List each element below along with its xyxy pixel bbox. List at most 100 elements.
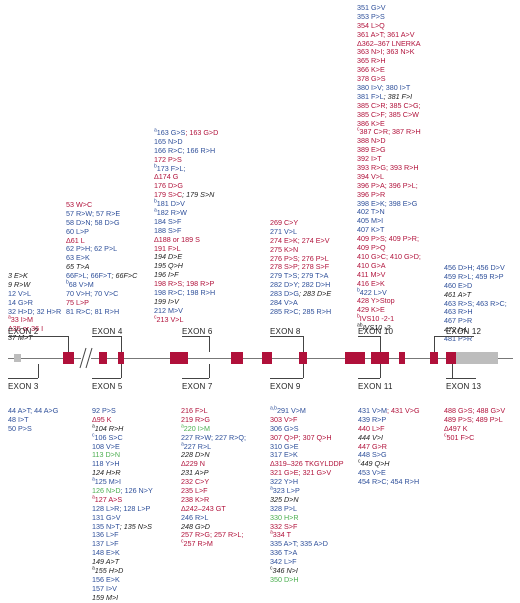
exon-label-9: EXON 9	[270, 382, 301, 391]
mutation-text: 385 C>R; 385 C>G;	[357, 100, 421, 110]
mutation-entry: 238 K>R	[181, 495, 246, 505]
footnote-marker: a	[270, 485, 273, 492]
mutation-text: 463 R>H	[444, 307, 473, 317]
mutation-text: 346 N>I	[272, 566, 298, 576]
mutation-text: 283 D>G	[270, 289, 299, 299]
mutation-entry: 411 M>V	[357, 270, 421, 280]
mutation-entry: 44 A>T; 44 A>G	[8, 406, 58, 416]
mutation-entry: 194 D>E	[154, 253, 218, 262]
mutation-text: 165 N>D	[154, 136, 183, 146]
tick-exon-2	[68, 336, 69, 352]
mutation-entry: 216 F>L	[181, 406, 246, 416]
mutation-text: ; 381 F>I	[383, 91, 413, 101]
mutation-entry: a127 A>S	[92, 495, 153, 505]
mutation-text: 481 P>R	[444, 334, 473, 344]
mutation-text: 216 F>L	[181, 406, 208, 415]
mutation-entry: 322 Y>H	[270, 477, 344, 487]
footnote-marker: c	[357, 127, 360, 134]
footnote-marker: c	[181, 538, 184, 545]
mutation-entry: Δ188 or 189 S	[154, 235, 218, 245]
mutation-entry: 32 H>D; 32 H>R	[8, 306, 62, 317]
mutations-exon-11: 431 V>M; 431 V>G 439 R>P 440 L>F 444 V>I 447…	[358, 406, 420, 487]
mutation-entry: 385 C>R; 385 C>G;	[357, 100, 421, 111]
mutation-text: 159 M>I	[92, 592, 119, 602]
mutation-text: 386 K>E	[357, 118, 385, 128]
mutation-entry: a220 I>M	[181, 424, 246, 434]
mutation-entry: 429 K>E	[357, 305, 421, 315]
mutation-text: 53 W>C	[66, 200, 93, 209]
mutation-text: 396 P>A; 396 P>L;	[357, 180, 418, 190]
exon-3-block	[99, 352, 107, 364]
mutation-text: 213 V>L	[156, 314, 184, 324]
mutation-text: 472 I>L	[444, 325, 469, 335]
mutation-entry: 335 A>T; 335 A>D	[270, 539, 344, 549]
mutation-entry: 92 P>S	[92, 406, 153, 416]
mutation-entry: 148 E>K	[92, 548, 153, 558]
mutation-text: IVS10 -2	[362, 323, 391, 333]
mutation-entry: 463 R>S; 463 R>C;	[444, 299, 507, 309]
mutation-entry: bIVS10 -2-1	[357, 314, 421, 324]
footnote-marker: a	[8, 315, 11, 322]
mutation-entry: 394 V>L	[357, 172, 421, 182]
mutation-entry: 135 N>T; 135 N>S	[92, 521, 153, 532]
mutation-entry: Δ174 G	[154, 173, 218, 182]
mutation-text: 489 P>S; 489 P>L	[444, 414, 503, 424]
mutation-text: 48 I>T	[8, 414, 29, 424]
mutation-entry: 431 V>M; 431 V>G	[358, 406, 420, 416]
mutation-entry: 232 C>Y	[181, 477, 246, 487]
mutations-exon-9: a,b291 V>M 303 V>F 306 G>S 307 Q>P; 307 Q>H…	[270, 406, 344, 585]
mutation-entry: 332 S>F	[270, 522, 344, 532]
mutation-text: 448 S>G	[358, 450, 387, 460]
mutation-entry: 409 P>Q	[357, 243, 421, 253]
mutation-text: 330 H>R	[270, 512, 299, 522]
mutation-text: 407 K>T	[357, 225, 385, 235]
mutation-entry: c213 V>L	[154, 314, 218, 325]
mutation-entry: 231 A>P	[181, 468, 246, 478]
mutation-text: 440 L>F	[358, 423, 385, 433]
exon-label-10: EXON 10	[358, 327, 394, 336]
mutation-entry: 58 D>N; 58 D>G	[66, 218, 137, 228]
mutation-text: 306 G>S	[270, 423, 299, 433]
mutation-text: 148 E>K	[92, 548, 120, 558]
mutation-text: 351 G>V	[357, 3, 386, 12]
mutation-entry: 63 E>K	[66, 253, 137, 263]
mutation-text: 173 F>L;	[156, 163, 186, 173]
mutation-text: 334 T	[272, 530, 292, 540]
mutation-entry: 321 G>E; 321 G>V	[270, 468, 344, 478]
mutation-text: 353 P>S	[357, 11, 385, 21]
mutation-text: ; 135 N>S	[119, 521, 152, 531]
exon-7-block	[262, 352, 272, 364]
mutation-text: 92 P>S	[92, 406, 116, 415]
mutation-text: 416 E>K	[357, 278, 385, 288]
footnote-marker: a	[154, 127, 157, 134]
mutations-exon-10: 351 G>V 353 P>S 354 L>Q 361 A>T; 361 A>V Δ36…	[357, 3, 421, 333]
mutation-entry: 350 D>H	[270, 575, 344, 585]
mutation-text: 454 R>C; 454 R>H	[358, 477, 420, 487]
mutation-text: ; 409 P>R;	[384, 234, 419, 244]
label-overline-13	[446, 378, 476, 379]
mutation-entry: 191 F>L	[154, 244, 218, 254]
mutation-text: 32 H>D; 32 H>R	[8, 306, 62, 316]
mutation-text: 431 V>M	[358, 406, 387, 415]
mutation-entry: Δ35 or 36 I	[8, 324, 61, 334]
mutation-text: Δ174 G	[154, 172, 179, 182]
mutation-entry: 176 D>G	[154, 181, 218, 191]
mutation-text: 444 V>I	[358, 432, 383, 442]
mutation-entry: 396 P>A; 396 P>L;	[357, 180, 421, 191]
mutation-entry: 126 N>D; 126 N>Y	[92, 486, 153, 496]
mutation-text: 428 Y>Stop	[357, 296, 395, 306]
mutation-text: 228 D>N	[181, 450, 210, 460]
footnote-marker: a	[270, 530, 273, 537]
mutation-text: Δ242–243 GT	[181, 503, 226, 513]
mutation-entry: a323 L>P	[270, 485, 344, 496]
mutation-text: 310 G>E	[270, 441, 299, 451]
mutation-text: 282 D>Y; 282 D>H	[270, 280, 331, 290]
mutation-text: 232 C>Y	[181, 477, 210, 487]
mutation-entry: 198 R>S; 198 R>P	[154, 279, 218, 289]
mutation-text: 307 Q>P	[270, 432, 299, 442]
label-underline-10	[358, 336, 380, 337]
tick-exon-10	[380, 336, 381, 352]
mutation-text: Δ497 K	[444, 423, 468, 433]
mutation-entry: 488 G>S; 488 G>V	[444, 406, 505, 416]
mutation-entry: 48 I>T	[8, 414, 58, 425]
